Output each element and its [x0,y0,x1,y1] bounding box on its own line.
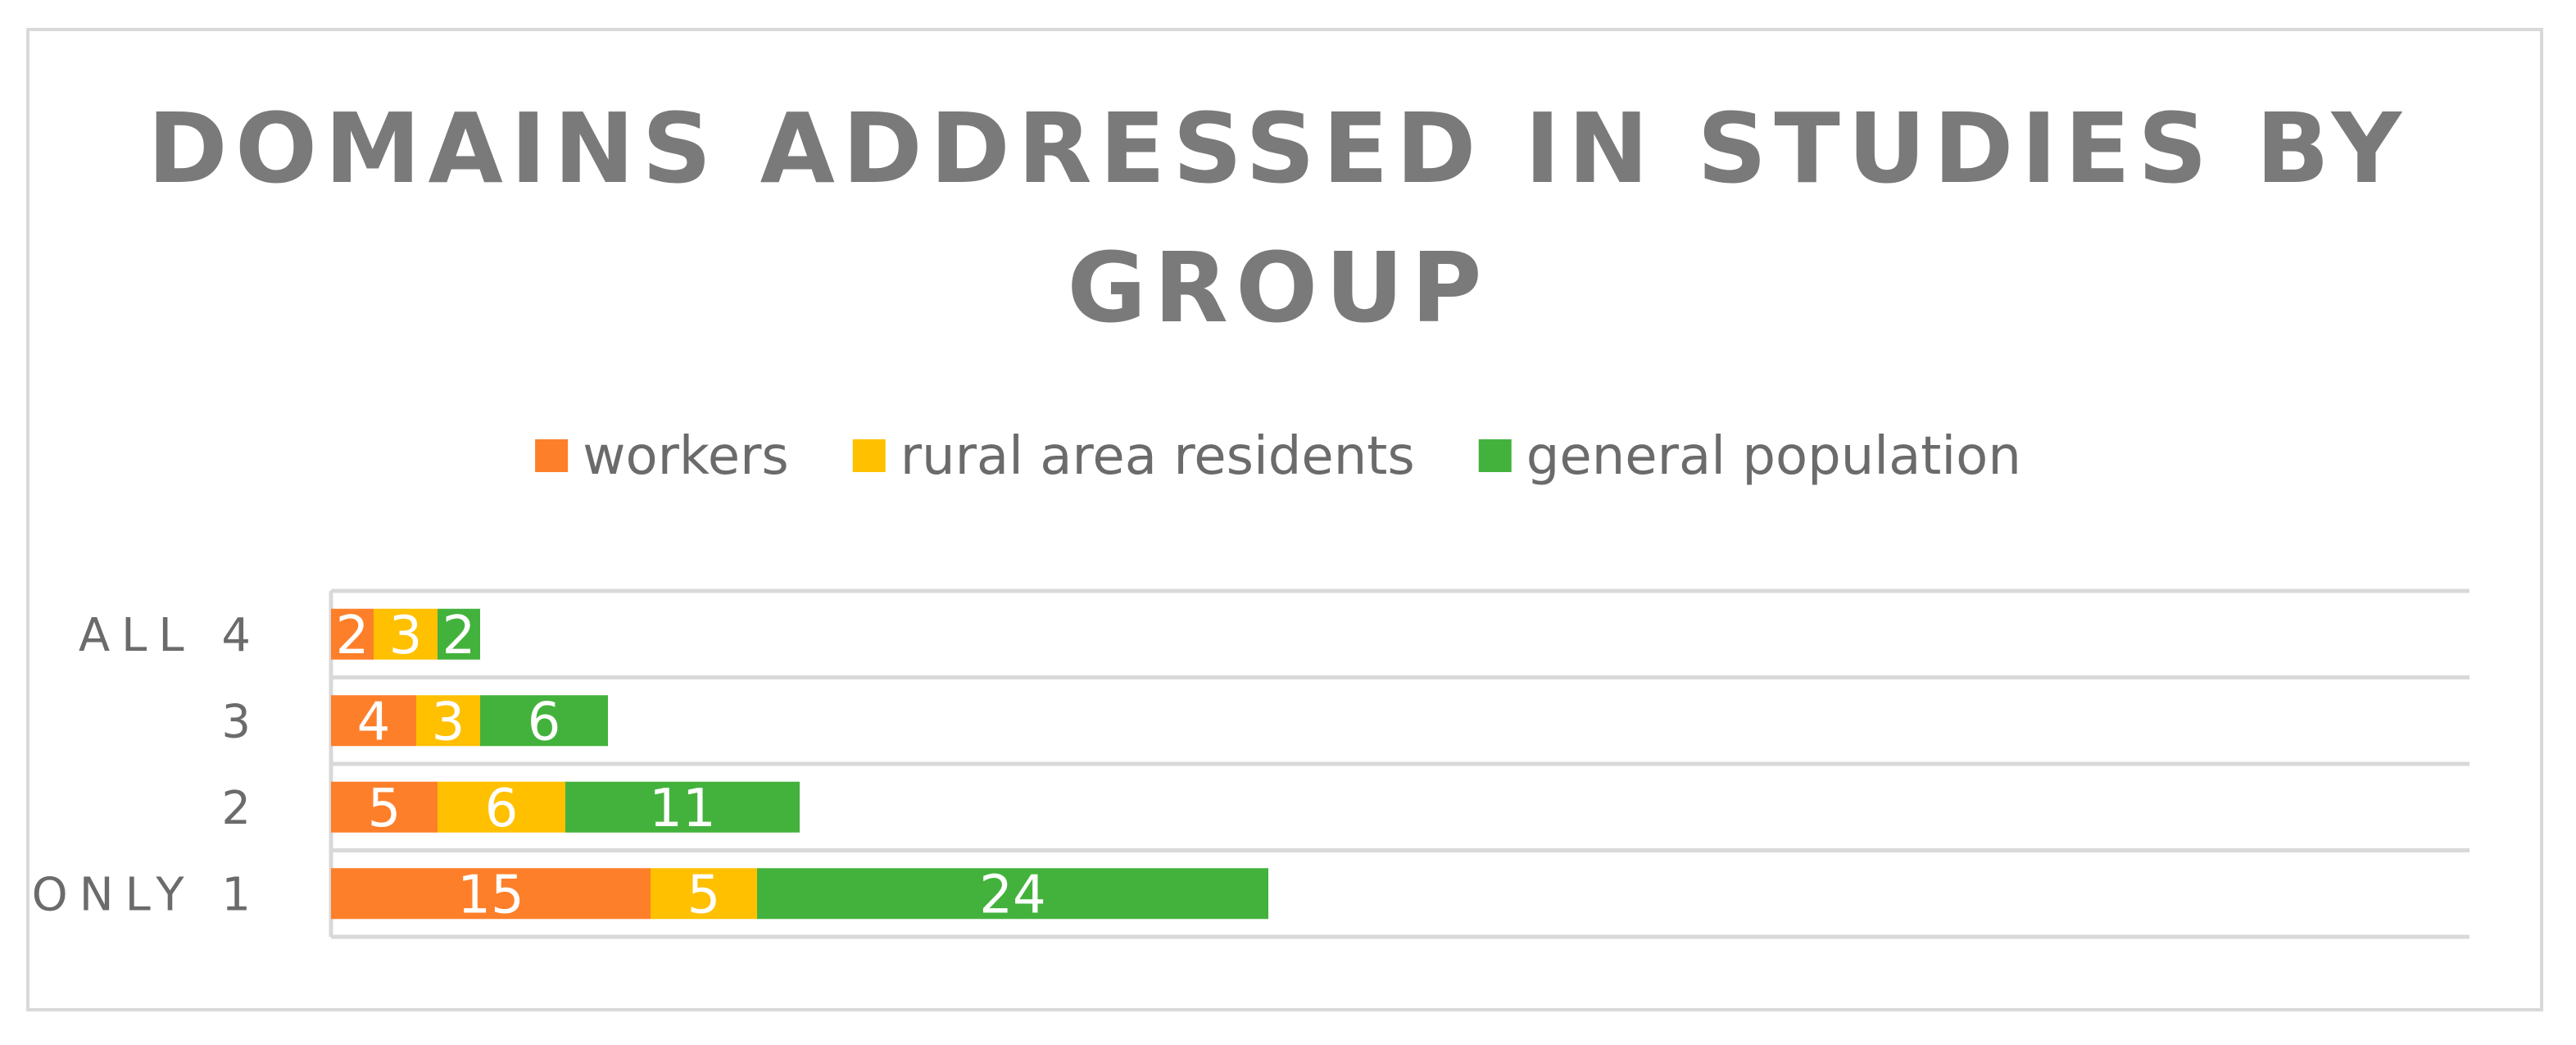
bar-workers-3 [331,695,416,747]
bar-workers-all-4 [331,608,374,660]
chart-title-line-1: DOMAINS ADDRESSED IN STUDIES BY [147,92,2409,205]
legend-label-workers: workers [583,426,789,487]
bar-workers-only-1 [331,868,651,920]
legend-swatch-rural-area-residents [852,439,886,472]
data-label-general-population-all-4: 2 [442,606,476,666]
bar-rural-area-residents-all-4 [374,608,438,660]
data-label-rural-area-residents-all-4: 3 [389,606,423,666]
data-label-workers-only-1: 15 [457,865,524,925]
bar-general-population-3 [480,695,608,747]
category-label-all-4: ALL 4 [79,609,262,662]
legend: workers rural area residents general popul… [535,426,2021,487]
legend-swatch-workers [535,439,569,472]
legend-swatch-general-population [1478,439,1512,472]
category-labels: ALL 4 3 2 ONLY 1 [32,609,262,922]
data-label-rural-area-residents-3: 3 [432,692,465,752]
bar-rural-area-residents-2 [438,781,565,833]
data-label-general-population-2: 11 [649,779,715,839]
chart-frame [26,28,2543,1011]
data-label-rural-area-residents-2: 6 [485,779,519,839]
bar-workers-2 [331,781,438,833]
category-label-only-1: ONLY 1 [32,868,262,921]
data-label-rural-area-residents-only-1: 5 [687,865,721,925]
bar-general-population-all-4 [438,608,480,660]
data-label-general-population-3: 6 [528,692,561,752]
category-label-3: 3 [221,695,262,748]
data-label-workers-all-4: 2 [336,606,370,666]
bars [331,608,1268,920]
legend-label-general-population: general population [1526,426,2021,487]
chart-title-line-2: GROUP [1067,231,1489,344]
chart-title: DOMAINS ADDRESSED IN STUDIES BY GROUP [147,92,2409,344]
bar-rural-area-residents-3 [416,695,480,747]
bar-general-population-only-1 [757,868,1268,920]
data-label-workers-2: 5 [368,779,401,839]
category-label-2: 2 [221,782,262,835]
bar-rural-area-residents-only-1 [651,868,757,920]
legend-label-rural-area-residents: rural area residents [900,426,1415,487]
data-label-general-population-only-1: 24 [979,865,1045,925]
bar-general-population-2 [565,781,800,833]
data-label-workers-3: 4 [357,692,391,752]
